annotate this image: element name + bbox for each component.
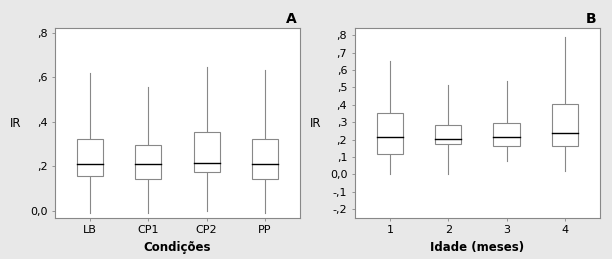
X-axis label: Condições: Condições (144, 241, 211, 254)
Text: A: A (286, 12, 297, 26)
Text: B: B (586, 12, 597, 26)
Bar (493, 123, 520, 146)
Bar (551, 104, 578, 146)
Bar (135, 145, 162, 179)
Bar (77, 139, 103, 176)
Bar (377, 113, 403, 154)
Bar (193, 132, 220, 172)
X-axis label: Idade (meses): Idade (meses) (430, 241, 524, 254)
Bar (435, 125, 461, 144)
Y-axis label: IR: IR (310, 117, 322, 130)
Bar (252, 139, 278, 179)
Y-axis label: IR: IR (10, 117, 22, 130)
